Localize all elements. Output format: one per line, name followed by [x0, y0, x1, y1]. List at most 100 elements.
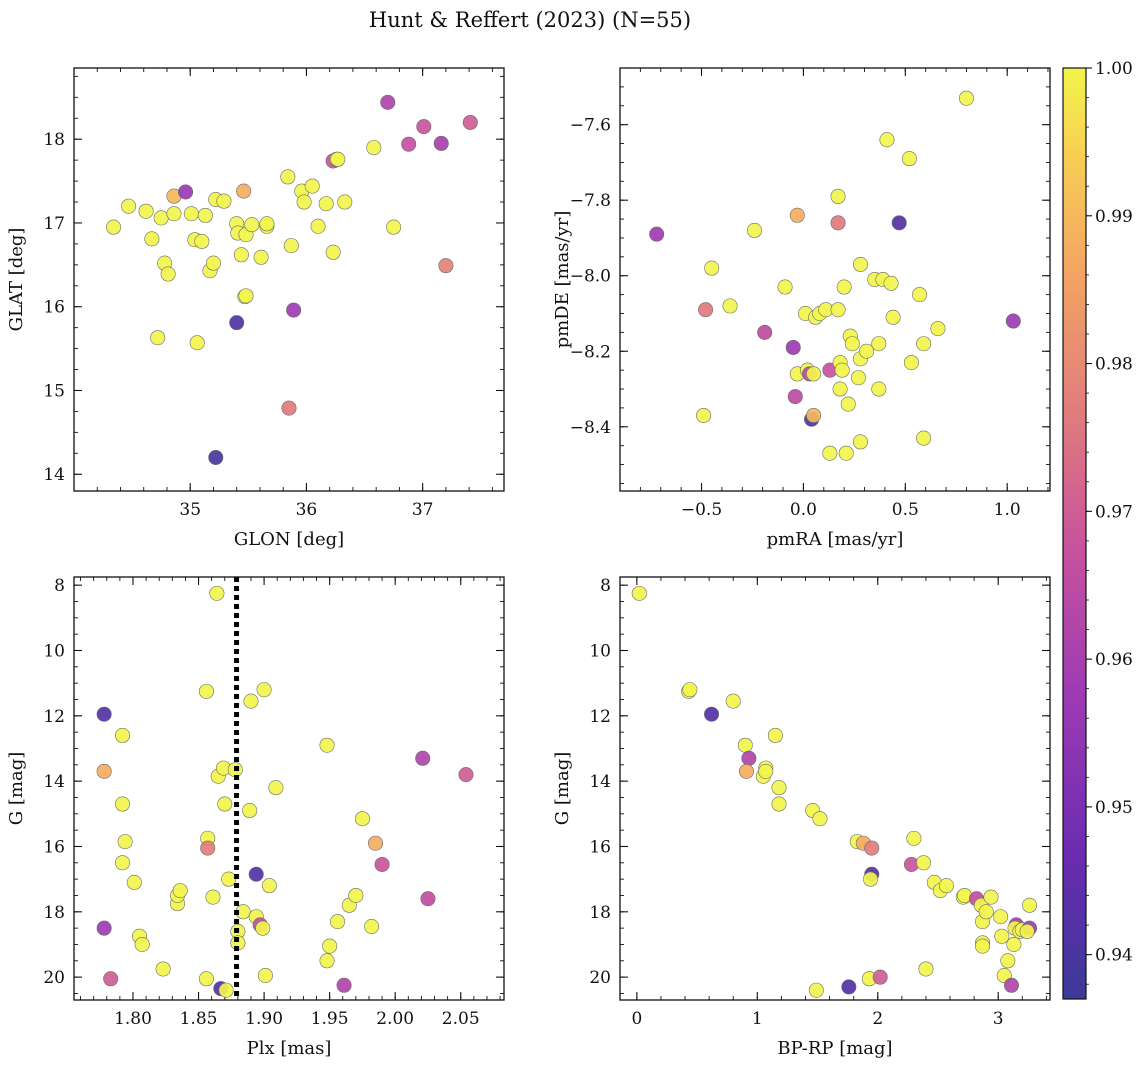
scatter-point [771, 780, 787, 796]
y-axis-label: GLAT [deg] [6, 228, 27, 332]
x-axis-label: Plx [mas] [247, 1038, 332, 1059]
scatter-point [836, 279, 852, 295]
scatter-point [197, 207, 213, 223]
scatter-point [1005, 313, 1021, 329]
y-tick-label: 15 [43, 381, 65, 401]
y-axis-label: G [mag] [6, 752, 27, 825]
scatter-point [938, 878, 954, 894]
scatter-point [806, 366, 822, 382]
scatter-point [322, 938, 338, 954]
scatter-point [741, 750, 757, 766]
scatter-point [386, 219, 402, 235]
scatter-point [304, 178, 320, 194]
y-tick-label: −8.4 [570, 418, 611, 438]
scatter-point [978, 904, 994, 920]
panel-glon-glat: 35 36 37 14 15 16 17 18 GLON [deg] GLAT [deg] [6, 67, 505, 550]
scatter-point [830, 215, 846, 231]
scatter-point [822, 445, 838, 461]
scatter-point [325, 244, 341, 260]
scatter-point [777, 279, 793, 295]
x-tick-label: 2.00 [376, 1009, 414, 1029]
scatter-point [337, 194, 353, 210]
scatter-point [916, 855, 932, 871]
scatter-point [747, 222, 763, 238]
scatter-point [830, 302, 846, 318]
y-tick-label: 8 [54, 576, 65, 596]
scatter-point [330, 151, 346, 167]
scatter-point [106, 219, 122, 235]
scatter-point [364, 919, 380, 935]
scatter-point [631, 585, 647, 601]
y-tick-label: −7.8 [570, 191, 611, 211]
scatter-point [336, 977, 352, 993]
scatter-point [144, 231, 160, 247]
figure-title: Hunt & Reffert (2023) (N=55) [369, 8, 691, 32]
scatter-point [115, 727, 131, 743]
scatter-point [704, 260, 720, 276]
scatter-point [830, 188, 846, 204]
minor-ticks [74, 577, 504, 1000]
scatter-point [812, 811, 828, 827]
scatter-point [415, 750, 431, 766]
scatter-point [871, 381, 887, 397]
x-tick-label: 37 [412, 500, 434, 520]
y-tick-label: 14 [589, 772, 611, 792]
scatter-point [891, 215, 907, 231]
scatter-point [975, 938, 991, 954]
scatter-point [138, 203, 154, 219]
plot-frame [73, 576, 505, 1001]
colorbar-tick-label: 0.95 [1095, 798, 1133, 818]
minor-ticks [619, 68, 1050, 491]
scatter-point [883, 275, 899, 291]
scatter-point [280, 169, 296, 185]
scatter-point [838, 445, 854, 461]
scatter-point [221, 871, 237, 887]
y-tick-label: 8 [600, 576, 611, 596]
scatter-point [172, 883, 188, 899]
scatter-point [205, 889, 221, 905]
scatter-point [840, 396, 856, 412]
scatter-point [166, 206, 182, 222]
scatter-point [850, 370, 866, 386]
scatter-point [912, 287, 928, 303]
scatter-point [1022, 897, 1038, 913]
scatter-point [834, 362, 850, 378]
minor-ticks [620, 577, 1050, 1000]
y-tick-label: 14 [43, 772, 65, 792]
scatter-point [879, 132, 895, 148]
scatter-point [916, 336, 932, 352]
x-tick-label: 1.95 [311, 1009, 349, 1029]
colorbar-tick-label: 1.00 [1095, 59, 1133, 79]
colorbar: 0.94 0.95 0.96 0.97 0.98 0.99 1.00 [1062, 59, 1133, 1000]
y-axis-label: G [mag] [552, 752, 573, 825]
x-tick-label: 35 [179, 500, 201, 520]
scatter-point [420, 891, 436, 907]
y-tick-label: 18 [43, 130, 65, 150]
scatter-point [1006, 936, 1022, 952]
scatter-point [238, 288, 254, 304]
scatter-point [243, 693, 259, 709]
plot-frame [73, 67, 505, 492]
scatter-point [852, 256, 868, 272]
scatter-point [682, 682, 698, 698]
scatter-point [296, 194, 312, 210]
colorbar-ticks: 0.94 0.95 0.96 0.97 0.98 0.99 1.00 [1086, 59, 1133, 985]
scatter-point [281, 400, 297, 416]
scatter-point [789, 207, 805, 223]
scatter-point [872, 969, 888, 985]
scatter-point [155, 961, 171, 977]
scatter-point [134, 936, 150, 952]
scatter-point [380, 94, 396, 110]
x-axis-label: pmRA [mas/yr] [767, 529, 904, 550]
scatter-point [354, 811, 370, 827]
scatter-point [229, 315, 245, 331]
scatter-point [256, 682, 272, 698]
scatter-points [106, 94, 478, 465]
scatter-point [994, 928, 1010, 944]
panel-plx-g: 1.80 1.85 1.90 1.95 2.00 2.05 8 10 12 14 16 18 20 Plx… [6, 576, 505, 1059]
scatter-point [160, 266, 176, 282]
scatter-point [1019, 923, 1035, 939]
scatter-point [319, 953, 335, 969]
scatter-point [901, 151, 917, 167]
